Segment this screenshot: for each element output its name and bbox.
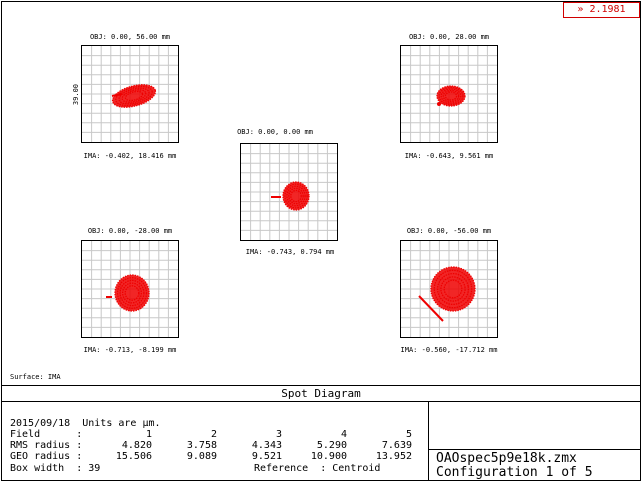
spot-4-ima-label: IMA: -0.713, -8.199 mm (83, 346, 177, 354)
spot-tail (111, 93, 123, 97)
spot-ring (124, 90, 144, 102)
spot-ring (443, 279, 463, 299)
spot-ring (111, 84, 157, 108)
spot-3-obj-label: OBJ: 0.00, 0.00 mm (237, 128, 313, 136)
field-4: 4 (340, 429, 347, 440)
spot-ring (442, 89, 460, 103)
rms-4: 5.290 (316, 440, 347, 451)
spot-plot-3 (240, 143, 338, 241)
rms-3: 4.343 (251, 440, 282, 451)
spot-5-ima-label: IMA: -0.560, -17.712 mm (400, 346, 498, 354)
spot-plot-2 (400, 45, 498, 143)
spot-1-obj-label: OBJ: 0.00, 56.00 mm (89, 33, 171, 41)
divider-top (1, 385, 641, 386)
spot-ring (436, 272, 470, 306)
rms-label: RMS radius : (10, 440, 83, 451)
spot-pattern-5 (430, 266, 476, 312)
spot-1-ima-label: IMA: -0.402, 18.416 mm (83, 152, 177, 160)
field-5: 5 (405, 429, 412, 440)
geo-1: 15.506 (115, 451, 152, 462)
spot-pattern-3 (282, 181, 310, 211)
spot-pattern-2 (436, 85, 466, 107)
spot-grid-1 (82, 46, 178, 142)
field-1: 1 (145, 429, 152, 440)
configuration-label: Configuration 1 of 5 (436, 465, 593, 480)
spot-ring (290, 189, 302, 203)
divider-filename (428, 449, 641, 450)
geo-5: 13.952 (375, 451, 412, 462)
spot-ring (116, 277, 148, 309)
spot-ring (288, 187, 304, 205)
spot-ring (430, 266, 476, 312)
divider-vertical (428, 401, 429, 481)
geo-4: 10.900 (310, 451, 347, 462)
spot-3-ima-label: IMA: -0.743, 0.794 mm (245, 248, 335, 256)
spot-ring (118, 87, 150, 105)
scale-bar-label: 39.00 (72, 84, 80, 106)
spot-2-obj-label: OBJ: 0.00, 28.00 mm (408, 33, 490, 41)
spot-grid-3 (241, 144, 337, 240)
filename: OAOspec5p9e18k.zmx (436, 451, 577, 466)
geo-label: GEO radius : (10, 451, 83, 462)
spot-ring (286, 185, 306, 207)
spot-ring (124, 285, 140, 301)
spot-ring (440, 276, 466, 302)
spot-ring (115, 85, 153, 107)
spot-plot-4 (81, 240, 179, 338)
rms-1: 4.820 (121, 440, 152, 451)
spot-plot-5 (400, 240, 498, 338)
date-units: 2015/09/18 Units are µm. (10, 418, 161, 429)
spot-pattern-4 (114, 274, 150, 312)
divider-title (1, 401, 641, 402)
spot-tail (437, 102, 441, 106)
spot-grid-5 (401, 241, 497, 337)
spot-grid-2 (401, 46, 497, 142)
zoom-indicator[interactable]: » 2.1981 (563, 2, 640, 18)
rms-5: 7.639 (381, 440, 412, 451)
spot-grid-4 (82, 241, 178, 337)
spot-ring (119, 279, 145, 307)
field-3: 3 (275, 429, 282, 440)
reference: Reference : Centroid (254, 463, 381, 474)
geo-3: 9.521 (251, 451, 282, 462)
spot-2-ima-label: IMA: -0.643, 9.561 mm (404, 152, 494, 160)
geo-2: 9.089 (186, 451, 217, 462)
spot-5-obj-label: OBJ: 0.00, -56.00 mm (406, 227, 492, 235)
spot-ring (438, 86, 464, 106)
field-2: 2 (210, 429, 217, 440)
spot-tail (418, 295, 444, 322)
plot-title: Spot Diagram (281, 387, 361, 400)
spot-ring (440, 88, 462, 104)
box-width: Box width : 39 (10, 463, 101, 474)
rms-2: 3.758 (186, 440, 217, 451)
spot-ring (122, 282, 143, 304)
spot-4-obj-label: OBJ: 0.00, -28.00 mm (87, 227, 173, 235)
spot-pattern-1 (111, 84, 157, 108)
surface-label: Surface: IMA (10, 373, 61, 381)
field-label: Field : (10, 429, 83, 440)
spot-plot-1 (81, 45, 179, 143)
spot-ring (284, 183, 308, 209)
